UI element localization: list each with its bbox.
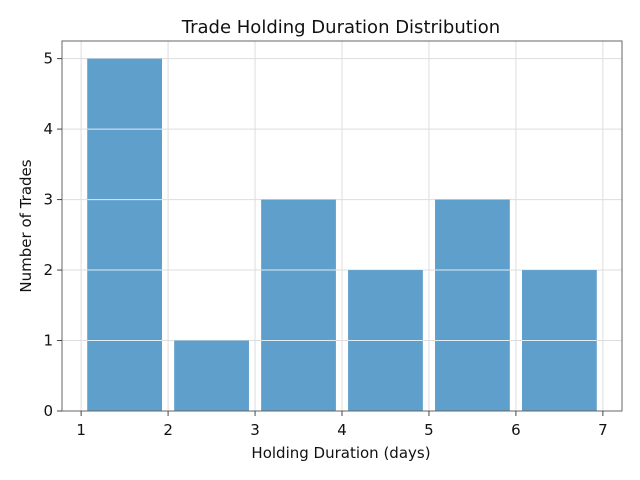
x-tick-label: 4	[337, 421, 347, 439]
y-tick-label: 4	[43, 120, 53, 138]
x-tick-label: 7	[598, 421, 608, 439]
y-tick-label: 2	[43, 261, 53, 279]
y-tick-label: 0	[43, 402, 53, 420]
bar-1	[87, 58, 162, 411]
y-tick-label: 1	[43, 332, 53, 350]
x-axis-label: Holding Duration (days)	[251, 444, 430, 462]
y-tick-label: 5	[43, 50, 53, 68]
bar-2	[174, 340, 249, 411]
x-tick-label: 5	[424, 421, 434, 439]
y-axis-label: Number of Trades	[17, 159, 35, 292]
x-tick-label: 2	[163, 421, 173, 439]
y-axis-ticks: 0 1 2 3 4 5	[43, 50, 62, 420]
bars	[87, 58, 597, 411]
x-tick-label: 3	[250, 421, 260, 439]
y-tick-label: 3	[43, 191, 53, 209]
bar-3	[261, 199, 336, 411]
x-axis-ticks: 1 2 3 4 5 6 7	[76, 411, 608, 439]
bar-5	[435, 199, 510, 411]
chart-title: Trade Holding Duration Distribution	[181, 17, 500, 38]
x-tick-label: 1	[76, 421, 86, 439]
x-tick-label: 6	[511, 421, 521, 439]
